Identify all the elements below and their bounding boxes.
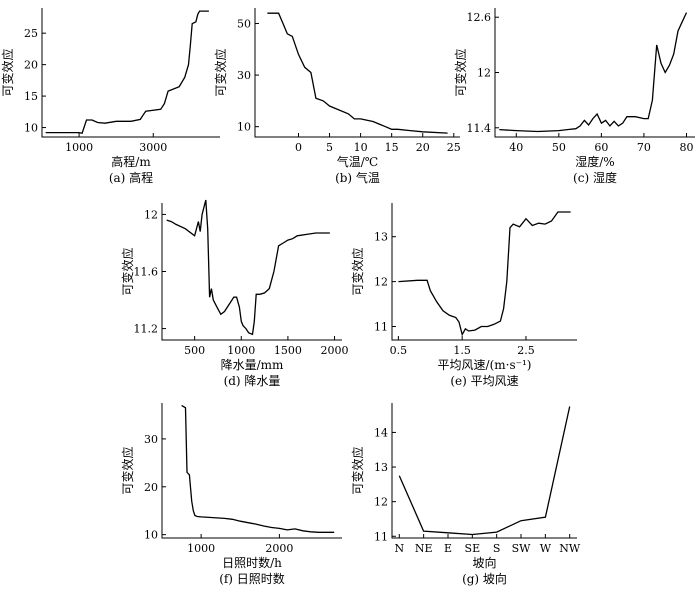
panel-temperature-xlabel: 气温/℃ [337,154,378,169]
panel-sunshine-series-line [181,404,335,533]
panel-humidity-xtick-label: 70 [637,141,651,154]
panel-elevation-ylabel: 可变效应 [0,48,15,96]
panel-temperature: 10 30 50 0 5 10 15 20 25 气温/℃(b) 气温 可变效应 [213,8,461,185]
panel-precipitation-xtick-label: 2000 [321,344,349,357]
panel-aspect-ytick-label: 12 [374,496,388,509]
panel-sunshine-xtick-label: 1000 [187,542,215,555]
panel-humidity-ytick-label: 12 [477,67,491,80]
panel-temperature-ytick-label: 30 [237,69,251,82]
panel-precipitation-ytick-label: 11.2 [134,323,159,336]
panel-precipitation-xtick-label: 1500 [274,344,302,357]
panel-temperature-ytick-label: 10 [237,121,251,134]
panel-precipitation-xlabel: 降水量/mm [221,358,284,372]
panel-elevation-ytick-label: 20 [24,59,38,72]
panel-precipitation-xtick-label: 500 [184,344,205,357]
panel-temperature-xtick-label: 10 [354,141,368,154]
panel-elevation-axes [41,8,220,138]
panel-elevation-caption: (a) 高程 [109,170,153,185]
panel-wind-speed-xtick-label: 0.5 [390,344,408,357]
panel-humidity-axes [494,8,695,138]
panel-temperature-series-line [267,12,448,134]
panel-temperature-ylabel: 可变效应 [213,48,228,96]
panel-aspect-xtick-label: SW [512,542,532,555]
panel-aspect-xtick-label: W [540,542,552,555]
panel-precipitation-ytick-label: 11.6 [134,266,159,279]
panel-wind-speed-ylabel: 可变效应 [350,247,365,295]
panel-temperature-xtick-label: 15 [385,141,399,154]
panel-temperature-ytick-label: 50 [237,17,251,30]
panel-elevation-series-line [45,10,209,134]
panel-temperature-axes [254,8,460,138]
panel-aspect-caption: (g) 坡向 [462,571,507,586]
panel-precipitation: 11.2 11.6 12 500 1000 1500 2000 降水量/mm (d) 降水量 可变… [120,199,349,388]
panel-humidity: 11.4 12 12.6 40 50 60 70 80 湿度/%(c) 湿度 可变效应 [453,8,695,185]
panel-precipitation-series-line [166,199,330,336]
panel-sunshine-xlabel: 日照时数/h [222,555,282,570]
panel-humidity-xtick-label: 60 [594,141,608,154]
panel-humidity-xtick-label: 50 [552,141,566,154]
panel-temperature-xtick-label: 5 [326,141,333,154]
panel-wind-speed-ytick-label: 13 [374,231,388,244]
panel-wind-speed-ytick-label: 11 [374,321,388,334]
panel-humidity-caption: (c) 湿度 [573,170,617,185]
panel-sunshine-caption: (f) 日照时数 [219,571,285,586]
panel-aspect: 11 12 13 14 N NE E SE S SW W NW 坡向(g) 坡向 可变效应 [350,403,581,586]
panel-precipitation-xtick-label: 1000 [227,344,255,357]
panel-sunshine-ylabel: 可变效应 [120,446,135,494]
panel-wind-speed-xlabel: 平均风速/(m·s⁻¹) [438,358,532,372]
panel-elevation-xtick-label: 3000 [139,141,167,154]
panel-wind-speed-series-line [398,211,571,337]
panel-precipitation-ylabel: 可变效应 [120,247,135,295]
panel-aspect-xlabel: 坡向 [472,555,496,570]
panel-aspect-xtick-label: NE [415,542,433,555]
panel-humidity-series-line [499,12,688,133]
panel-humidity-xtick-label: 80 [679,141,693,154]
panel-aspect-xtick-label: S [493,542,501,555]
panel-elevation-ytick-label: 25 [24,27,38,40]
panel-sunshine-ytick-label: 20 [144,481,158,494]
panel-humidity-ytick-label: 12.6 [467,11,492,24]
panel-precipitation-axes [161,203,342,341]
panel-wind-speed-xtick-label: 1.5 [453,344,471,357]
panel-wind-speed-xtick-label: 2.5 [517,344,535,357]
panel-aspect-xtick-label: E [444,542,452,555]
panel-precipitation-caption: (d) 降水量 [224,374,281,388]
panel-elevation-ytick-label: 15 [24,90,38,103]
panel-wind-speed-axes [391,203,577,341]
panel-humidity-xtick-label: 40 [509,141,523,154]
panel-aspect-xtick-label: SE [465,542,481,555]
panel-temperature-xtick-label: 0 [295,141,302,154]
panel-temperature-caption: (b) 气温 [335,170,380,185]
panel-aspect-ytick-label: 13 [374,461,388,474]
panel-aspect-series-line [398,406,571,536]
panel-sunshine-ytick-label: 30 [144,433,158,446]
panel-temperature-xtick-label: 25 [447,141,461,154]
panel-aspect-xtick-label: NW [559,542,581,555]
panel-sunshine-axes [161,403,342,539]
panel-humidity-xlabel: 湿度/% [575,154,614,169]
panel-elevation-xtick-label: 1000 [65,141,93,154]
panel-aspect-ylabel: 可变效应 [350,446,365,494]
panel-wind-speed-ytick-label: 12 [374,276,388,289]
panel-aspect-ytick-label: 14 [374,426,388,439]
panel-aspect-ytick-label: 11 [374,530,388,543]
panel-precipitation-ytick-label: 12 [144,208,158,221]
panel-wind-speed-caption: (e) 平均风速 [450,374,518,388]
panel-aspect-xtick-label: N [394,542,404,555]
panel-aspect-axes [391,403,577,539]
panel-humidity-ytick-label: 11.4 [467,122,492,135]
panel-humidity-ylabel: 可变效应 [453,48,468,96]
panel-elevation-ytick-label: 10 [24,122,38,135]
panel-elevation-xlabel: 高程/m [111,154,151,169]
panel-temperature-xtick-label: 20 [416,141,430,154]
panel-sunshine-xtick-label: 2000 [265,542,293,555]
panel-sunshine-ytick-label: 10 [144,529,158,542]
